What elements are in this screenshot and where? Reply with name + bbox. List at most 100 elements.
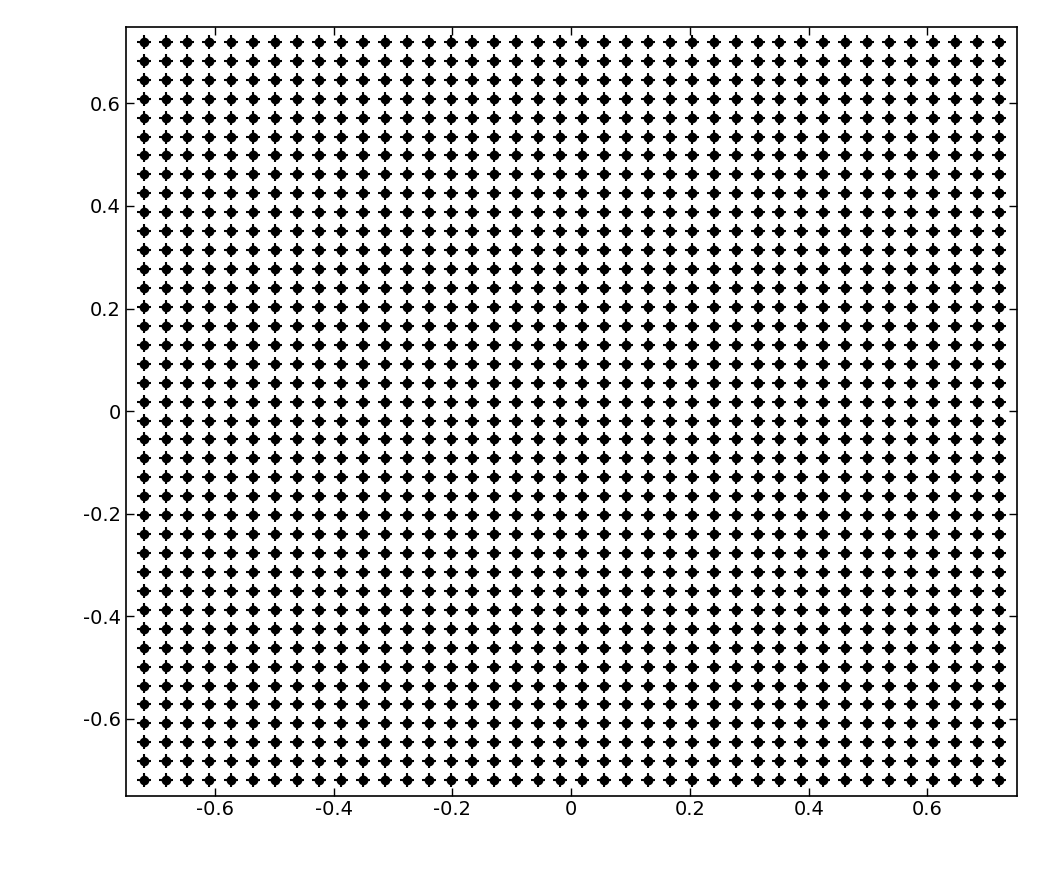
Point	[902, 129, 919, 143]
Point	[464, 659, 481, 674]
Point	[793, 205, 810, 219]
Point	[683, 697, 700, 712]
Point	[288, 54, 305, 68]
Point	[880, 432, 897, 446]
Point	[201, 621, 218, 636]
Point	[135, 774, 152, 788]
Point	[179, 338, 196, 352]
Point	[201, 187, 218, 201]
Point	[201, 187, 218, 201]
Point	[486, 527, 503, 541]
Point	[793, 262, 810, 276]
Point	[727, 679, 744, 693]
Point	[595, 54, 612, 68]
Point	[990, 735, 1007, 750]
Point	[552, 187, 569, 201]
Point	[223, 414, 240, 428]
Point	[837, 774, 854, 788]
Point	[946, 621, 963, 636]
Point	[552, 774, 569, 788]
Point	[705, 754, 722, 768]
Point	[398, 754, 415, 768]
Point	[157, 110, 174, 125]
Point	[223, 527, 240, 541]
Point	[617, 34, 634, 49]
Point	[573, 716, 590, 730]
Point	[837, 735, 854, 750]
Point	[332, 546, 349, 560]
Point	[573, 225, 590, 239]
Point	[815, 129, 832, 143]
Point	[990, 621, 1007, 636]
Point	[880, 679, 897, 693]
Point	[376, 508, 393, 522]
Point	[617, 414, 634, 428]
Point	[990, 34, 1007, 49]
Point	[815, 697, 832, 712]
Point	[639, 659, 656, 674]
Point	[135, 641, 152, 655]
Point	[837, 225, 854, 239]
Point	[267, 659, 284, 674]
Point	[749, 300, 766, 314]
Point	[858, 356, 875, 370]
Point	[595, 262, 612, 276]
Point	[398, 376, 415, 390]
Point	[179, 149, 196, 163]
Point	[617, 243, 634, 257]
Point	[705, 432, 722, 446]
Point	[223, 356, 240, 370]
Point	[376, 583, 393, 598]
Point	[332, 319, 349, 333]
Point	[420, 225, 437, 239]
Point	[135, 508, 152, 522]
Point	[530, 508, 547, 522]
Point	[771, 583, 788, 598]
Point	[179, 508, 196, 522]
Point	[815, 508, 832, 522]
Point	[683, 546, 700, 560]
Point	[573, 243, 590, 257]
Point	[858, 754, 875, 768]
Point	[595, 546, 612, 560]
Point	[639, 583, 656, 598]
Point	[135, 319, 152, 333]
Point	[639, 414, 656, 428]
Point	[573, 432, 590, 446]
Point	[968, 452, 985, 466]
Point	[332, 167, 349, 181]
Point	[552, 735, 569, 750]
Point	[968, 319, 985, 333]
Point	[617, 356, 634, 370]
Point	[530, 281, 547, 295]
Point	[354, 697, 371, 712]
Point	[179, 394, 196, 408]
Point	[968, 641, 985, 655]
Point	[727, 92, 744, 106]
Point	[749, 54, 766, 68]
Point	[968, 432, 985, 446]
Point	[442, 489, 459, 503]
Point	[157, 414, 174, 428]
Point	[705, 72, 722, 87]
Point	[157, 356, 174, 370]
Point	[376, 659, 393, 674]
Point	[595, 546, 612, 560]
Point	[727, 659, 744, 674]
Point	[332, 508, 349, 522]
Point	[837, 394, 854, 408]
Point	[924, 470, 941, 484]
Point	[815, 394, 832, 408]
Point	[924, 489, 941, 503]
Point	[683, 376, 700, 390]
Point	[486, 716, 503, 730]
Point	[595, 659, 612, 674]
Point	[837, 110, 854, 125]
Point	[376, 394, 393, 408]
Point	[946, 149, 963, 163]
Point	[223, 489, 240, 503]
Point	[354, 34, 371, 49]
Point	[135, 452, 152, 466]
Point	[793, 452, 810, 466]
Point	[837, 300, 854, 314]
